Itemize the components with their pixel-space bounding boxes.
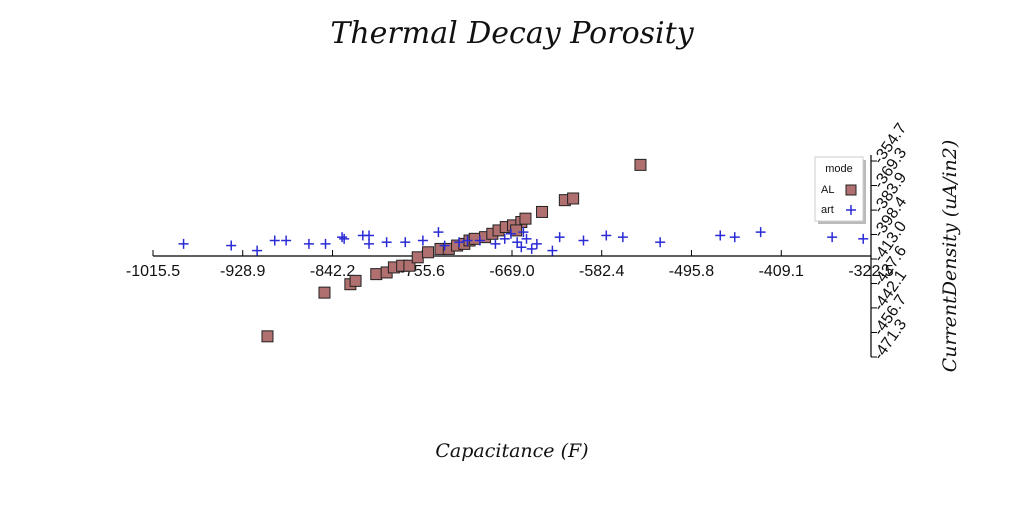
data-point-art	[521, 233, 532, 244]
data-point-art	[433, 227, 444, 238]
data-point-art	[547, 245, 558, 256]
data-point-art	[755, 227, 766, 238]
data-point-art	[526, 243, 537, 254]
data-point-art	[505, 228, 516, 239]
legend-label-art: art	[821, 204, 834, 216]
data-point-art	[364, 238, 375, 249]
data-point-al	[411, 251, 424, 264]
data-point-art	[269, 235, 280, 246]
data-point-art	[439, 240, 450, 251]
data-point-art	[518, 227, 529, 238]
x-tick-label: -582.4	[579, 263, 624, 280]
data-point-art	[178, 238, 189, 249]
data-point-art	[554, 232, 565, 243]
data-point-art	[417, 235, 428, 246]
data-point-art	[400, 237, 411, 248]
y-axis-label: CurrentDensity (uA/in2)	[939, 140, 961, 373]
data-point-art	[381, 237, 392, 248]
data-point-al	[349, 274, 362, 287]
data-point-art	[252, 245, 263, 256]
x-tick-label: -409.1	[759, 263, 804, 280]
data-point-al	[318, 286, 331, 299]
data-point-art	[339, 233, 350, 244]
data-point-art	[303, 238, 314, 249]
data-point-al	[403, 259, 416, 272]
x-tick-label: -1015.5	[126, 263, 180, 280]
data-point-art	[281, 235, 292, 246]
data-point-art	[364, 230, 375, 241]
x-tick-label: -322.5	[848, 263, 893, 280]
data-point-al	[634, 158, 647, 171]
x-tick-label: -842.2	[310, 263, 355, 280]
data-point-art	[578, 235, 589, 246]
data-point-al	[261, 330, 274, 343]
y-ticks: -354.7-369.3-383.9-398.4-413.0-427.6-442…	[870, 120, 910, 363]
chart-title: Thermal Decay Porosity	[330, 16, 694, 51]
data-point-art	[617, 232, 628, 243]
data-point-art	[490, 238, 501, 249]
data-point-art	[531, 238, 542, 249]
data-point-art	[337, 232, 348, 243]
x-tick-label: -495.8	[669, 263, 714, 280]
legend-marker-al	[845, 184, 857, 196]
data-point-art	[474, 235, 485, 246]
legend-marker-art	[846, 205, 856, 215]
legend-title: mode	[825, 163, 853, 175]
data-point-art	[226, 240, 237, 251]
data-point-art	[858, 233, 869, 244]
data-point-art	[320, 238, 331, 249]
series-art	[178, 227, 869, 256]
data-point-al	[519, 212, 532, 225]
data-point-al	[422, 246, 435, 259]
data-point-art	[454, 237, 465, 248]
legend: mode AL art	[814, 156, 866, 224]
data-point-art	[516, 242, 527, 253]
data-point-al	[536, 205, 549, 218]
data-point-art	[512, 237, 523, 248]
data-point-al	[370, 268, 383, 281]
data-point-art	[715, 230, 726, 241]
x-axis-label: Capacitance (F)	[435, 440, 588, 462]
data-point-art	[729, 232, 740, 243]
data-point-art	[601, 230, 612, 241]
x-tick-label: -928.9	[220, 263, 265, 280]
x-tick-label: -669.0	[489, 263, 534, 280]
data-point-art	[655, 237, 666, 248]
data-point-al	[567, 192, 580, 205]
legend-label-al: AL	[821, 184, 834, 196]
data-point-art	[462, 235, 473, 246]
data-point-art	[499, 233, 510, 244]
data-point-al	[468, 232, 481, 245]
series-al	[261, 158, 647, 343]
data-point-art	[827, 232, 838, 243]
x-ticks: -1015.5 -928.9 -842.2 -755.6 -669.0 -582.4 -49…	[126, 250, 894, 280]
